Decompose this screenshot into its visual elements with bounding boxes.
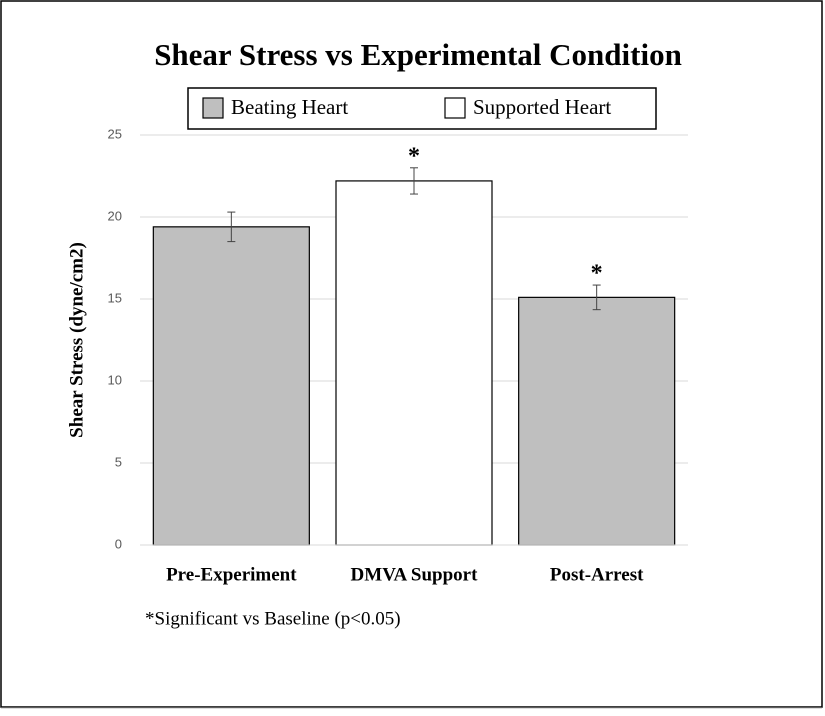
legend-swatch xyxy=(444,97,466,119)
y-axis-label: Shear Stress (dyne/cm2) xyxy=(66,242,87,438)
significance-marker: * xyxy=(591,261,603,287)
footnote: *Significant vs Baseline (p<0.05) xyxy=(145,608,401,629)
legend-box xyxy=(187,87,657,130)
y-tick-label: 5 xyxy=(115,454,122,469)
legend-swatch xyxy=(202,97,224,119)
y-tick-label: 25 xyxy=(108,126,122,141)
significance-marker: * xyxy=(408,143,420,169)
y-tick-label: 10 xyxy=(108,372,122,387)
chart-title: Shear Stress vs Experimental Condition xyxy=(154,37,682,72)
x-tick-label: Post-Arrest xyxy=(550,564,644,585)
bar xyxy=(518,296,676,546)
y-tick-label: 0 xyxy=(115,536,122,551)
x-tick-label: DMVA Support xyxy=(351,564,479,585)
legend-label: Supported Heart xyxy=(473,95,611,119)
x-tick-label: Pre-Experiment xyxy=(166,564,297,585)
legend-label: Beating Heart xyxy=(231,95,348,119)
y-tick-label: 15 xyxy=(108,290,122,305)
y-tick-label: 20 xyxy=(108,208,122,223)
bar xyxy=(152,226,310,546)
bar xyxy=(335,180,493,546)
